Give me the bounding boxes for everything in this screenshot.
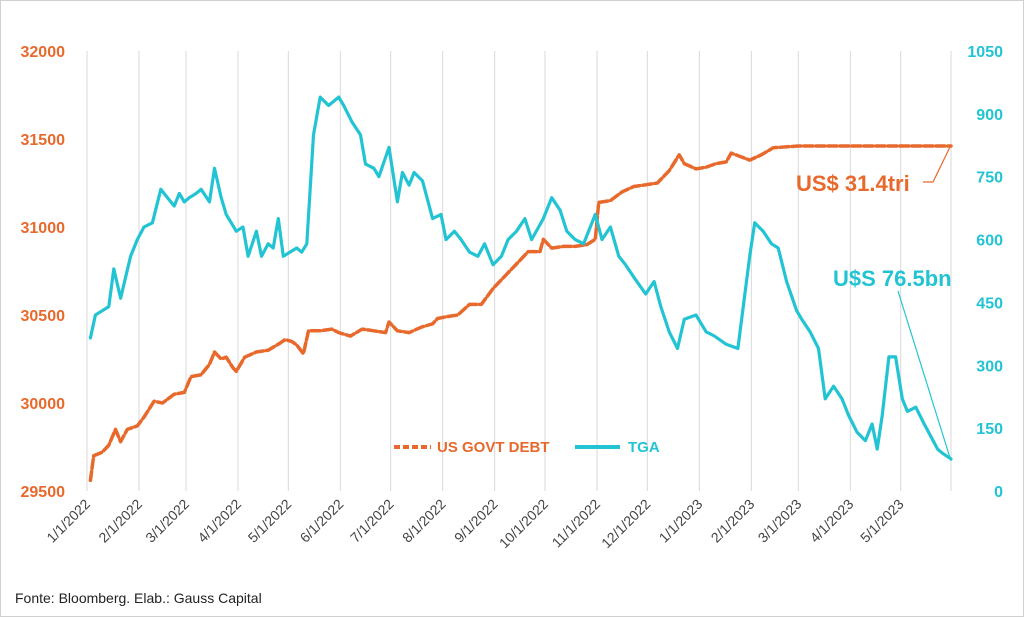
x-tick-label: 10/1/2022 [496, 496, 552, 552]
series-line-tga [88, 95, 953, 461]
y-left-tick-label: 29500 [21, 484, 66, 501]
x-tick-label: 12/1/2022 [598, 496, 654, 552]
y-right-tick-label: 750 [976, 170, 1003, 187]
y-left-tick-label: 31500 [21, 132, 66, 149]
annotation-tga-label: U$S 76.5bn [833, 266, 952, 291]
y-right-tick-label: 300 [976, 358, 1003, 375]
x-tick-label: 4/1/2023 [807, 496, 857, 546]
right-axis-ticks: 0 150 300 450 600 750 900 1050 [967, 44, 1003, 501]
x-tick-label: 5/1/2022 [245, 496, 295, 546]
series-line-us-govt-debt [88, 144, 953, 483]
left-axis-ticks: 29500 30000 30500 31000 31500 32000 [21, 44, 66, 501]
annotation-debt: US$ 31.4tri [796, 146, 951, 196]
x-tick-label: 2/1/2023 [708, 496, 758, 546]
annotation-debt-leader [923, 146, 951, 183]
y-right-tick-label: 150 [976, 421, 1003, 438]
y-left-tick-label: 32000 [21, 44, 66, 61]
x-tick-label: 7/1/2022 [347, 496, 397, 546]
x-tick-label: 8/1/2022 [399, 496, 449, 546]
x-tick-label: 3/1/2022 [142, 496, 192, 546]
vertical-gridlines [86, 51, 952, 491]
source-note: Fonte: Bloomberg. Elab.: Gauss Capital [15, 590, 262, 606]
legend-label-tga: TGA [628, 439, 660, 456]
x-tick-label: 6/1/2022 [297, 496, 347, 546]
y-right-tick-label: 600 [976, 233, 1003, 250]
legend: US GOVT DEBT TGA [394, 439, 660, 456]
x-tick-label: 3/1/2023 [755, 496, 805, 546]
y-right-tick-label: 1050 [967, 44, 1003, 61]
y-left-tick-label: 30500 [21, 308, 66, 325]
annotation-tga: U$S 76.5bn [833, 266, 952, 462]
annotation-debt-label: US$ 31.4tri [796, 171, 910, 196]
legend-label-debt: US GOVT DEBT [437, 439, 550, 456]
annotation-tga-leader [897, 290, 952, 462]
y-left-tick-label: 31000 [21, 220, 66, 237]
y-left-tick-label: 30000 [21, 396, 66, 413]
x-tick-label: 11/1/2022 [549, 496, 604, 551]
x-tick-label: 1/1/2023 [656, 496, 706, 546]
debt-vs-tga-chart: 29500 30000 30500 31000 31500 32000 0 150 300 45… [21, 44, 1004, 552]
x-tick-label: 2/1/2022 [95, 496, 145, 546]
x-tick-label: 5/1/2023 [857, 496, 907, 546]
x-tick-label: 1/1/2022 [43, 496, 93, 546]
y-right-tick-label: 0 [994, 484, 1003, 501]
x-tick-label: 9/1/2022 [451, 496, 501, 546]
series-layer [88, 95, 953, 483]
y-right-tick-label: 900 [976, 107, 1003, 124]
x-tick-label: 4/1/2022 [194, 496, 244, 546]
y-right-tick-label: 450 [976, 295, 1003, 312]
